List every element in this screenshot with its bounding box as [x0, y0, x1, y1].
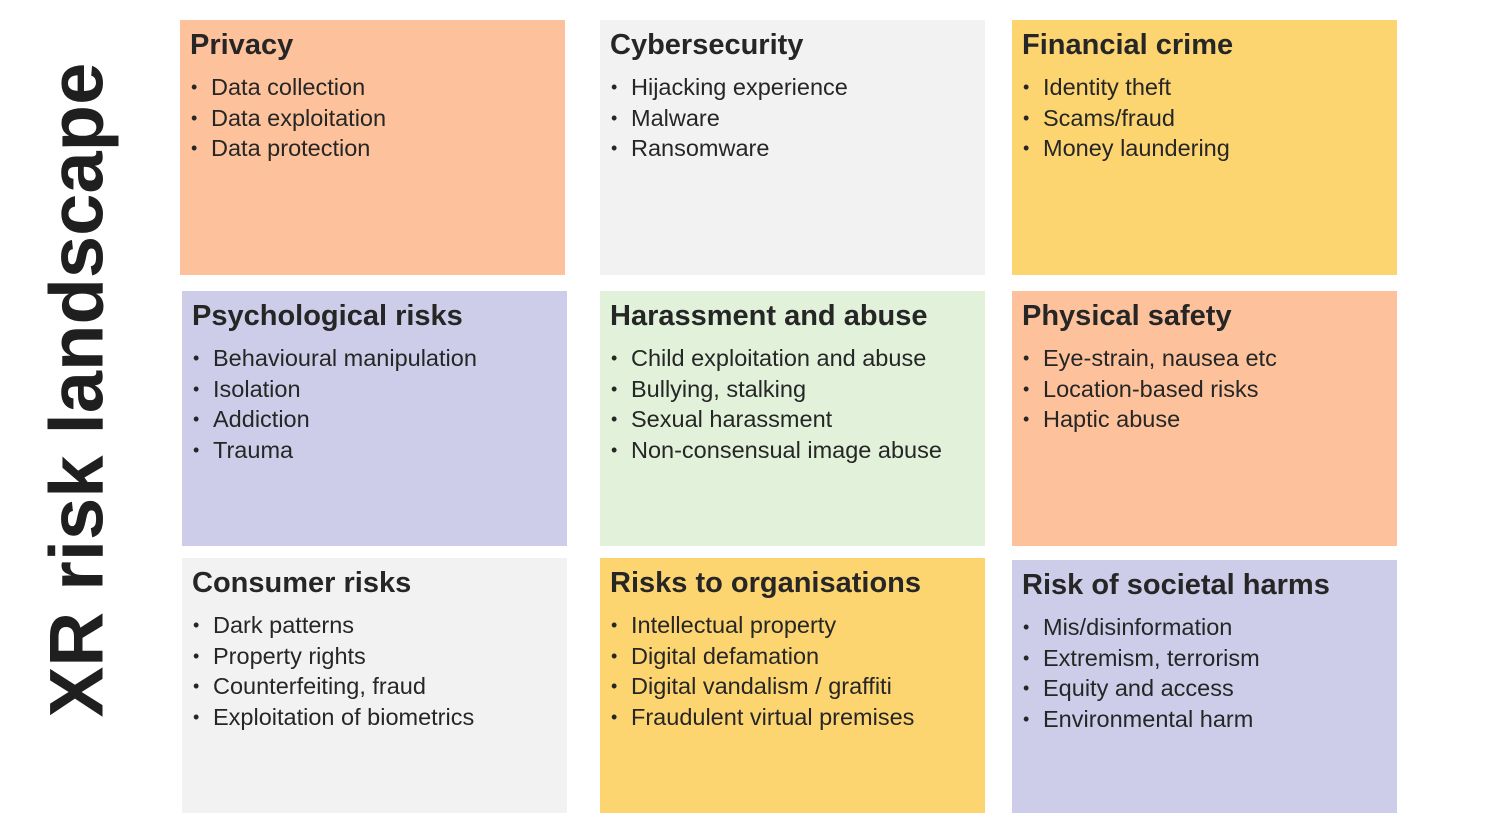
card-item-list: Eye-strain, nausea etc Location-based ri… [1022, 343, 1385, 435]
card-title: Risk of societal harms [1022, 569, 1330, 601]
list-item: Digital defamation [610, 641, 973, 672]
list-item: Behavioural manipulation [192, 343, 555, 374]
card-title: Privacy [190, 29, 294, 61]
list-item: Hijacking experience [610, 72, 973, 103]
card-item-list: Dark patterns Property rights Counterfei… [192, 610, 555, 732]
list-item: Location-based risks [1022, 374, 1385, 405]
list-item: Identity theft [1022, 72, 1385, 103]
list-item: Sexual harassment [610, 404, 973, 435]
list-item: Scams/fraud [1022, 103, 1385, 134]
card-risks-to-organisations: Risks to organisations Intellectual prop… [600, 558, 985, 813]
card-title: Risks to organisations [610, 567, 922, 599]
list-item: Environmental harm [1022, 704, 1385, 735]
card-consumer-risks: Consumer risks Dark patterns Property ri… [182, 558, 567, 813]
card-title: Cybersecurity [610, 29, 804, 61]
card-item-list: Hijacking experience Malware Ransomware [610, 72, 973, 164]
list-item: Isolation [192, 374, 555, 405]
list-item: Mis/disinformation [1022, 612, 1385, 643]
list-item: Addiction [192, 404, 555, 435]
card-financial-crime: Financial crime Identity theft Scams/fra… [1012, 20, 1397, 275]
list-item: Non-consensual image abuse [610, 435, 973, 466]
page-title: XR risk landscape [34, 62, 120, 718]
card-title: Psychological risks [192, 300, 463, 332]
card-item-list: Child exploitation and abuse Bullying, s… [610, 343, 973, 465]
list-item: Intellectual property [610, 610, 973, 641]
card-title: Harassment and abuse [610, 300, 928, 332]
side-title: XR risk landscape [34, 60, 120, 720]
list-item: Data collection [190, 72, 553, 103]
list-item: Fraudulent virtual premises [610, 702, 973, 733]
list-item: Digital vandalism / graffiti [610, 671, 973, 702]
card-item-list: Behavioural manipulation Isolation Addic… [192, 343, 555, 465]
list-item: Malware [610, 103, 973, 134]
card-cybersecurity: Cybersecurity Hijacking experience Malwa… [600, 20, 985, 275]
card-physical-safety: Physical safety Eye-strain, nausea etc L… [1012, 291, 1397, 546]
list-item: Counterfeiting, fraud [192, 671, 555, 702]
list-item: Ransomware [610, 133, 973, 164]
card-psychological-risks: Psychological risks Behavioural manipula… [182, 291, 567, 546]
list-item: Exploitation of biometrics [192, 702, 555, 733]
list-item: Property rights [192, 641, 555, 672]
card-harassment-and-abuse: Harassment and abuse Child exploitation … [600, 291, 985, 546]
card-title: Financial crime [1022, 29, 1234, 61]
card-item-list: Mis/disinformation Extremism, terrorism … [1022, 612, 1385, 734]
card-item-list: Identity theft Scams/fraud Money launder… [1022, 72, 1385, 164]
list-item: Bullying, stalking [610, 374, 973, 405]
list-item: Trauma [192, 435, 555, 466]
list-item: Data protection [190, 133, 553, 164]
card-item-list: Intellectual property Digital defamation… [610, 610, 973, 732]
list-item: Eye-strain, nausea etc [1022, 343, 1385, 374]
list-item: Child exploitation and abuse [610, 343, 973, 374]
list-item: Extremism, terrorism [1022, 643, 1385, 674]
card-title: Physical safety [1022, 300, 1232, 332]
list-item: Haptic abuse [1022, 404, 1385, 435]
list-item: Money laundering [1022, 133, 1385, 164]
list-item: Dark patterns [192, 610, 555, 641]
card-item-list: Data collection Data exploitation Data p… [190, 72, 553, 164]
card-risk-of-societal-harms: Risk of societal harms Mis/disinformatio… [1012, 560, 1397, 813]
card-privacy: Privacy Data collection Data exploitatio… [180, 20, 565, 275]
list-item: Data exploitation [190, 103, 553, 134]
card-title: Consumer risks [192, 567, 412, 599]
list-item: Equity and access [1022, 673, 1385, 704]
